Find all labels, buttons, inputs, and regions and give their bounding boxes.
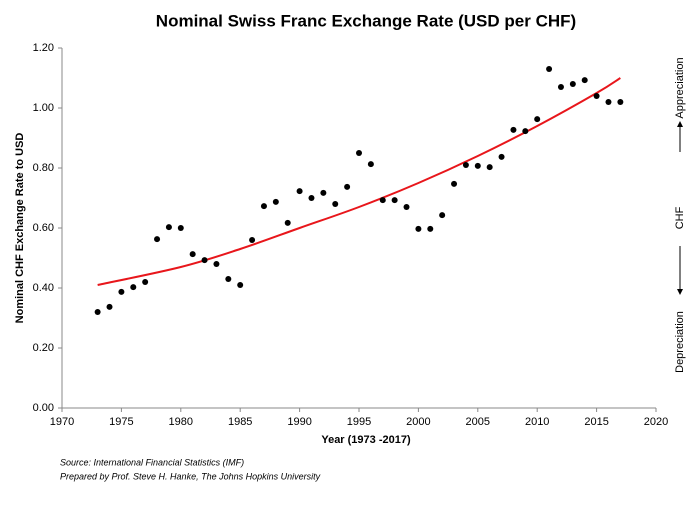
y-tick-label: 0.80 — [33, 162, 54, 174]
data-point — [486, 164, 493, 171]
chart-title: Nominal Swiss Franc Exchange Rate (USD p… — [156, 11, 576, 30]
data-point — [557, 84, 564, 90]
y-tick-label: 0.00 — [33, 402, 54, 414]
data-point — [510, 126, 517, 133]
trend-line — [97, 77, 621, 286]
data-point — [462, 162, 469, 168]
data-point — [177, 225, 184, 231]
x-tick-label: 1990 — [287, 416, 311, 428]
data-point — [379, 197, 386, 204]
data-point — [581, 77, 588, 84]
data-point — [522, 128, 529, 135]
x-tick-label: 2015 — [584, 416, 608, 428]
x-tick-label: 2020 — [644, 416, 668, 428]
data-point — [498, 153, 505, 160]
y-tick-label: 1.20 — [33, 42, 54, 54]
data-point — [593, 93, 600, 99]
y-axis-title: Nominal CHF Exchange Rate to USD — [14, 133, 26, 324]
data-point — [569, 81, 576, 87]
x-tick-label: 2005 — [466, 416, 490, 428]
x-tick-label: 1970 — [50, 416, 74, 428]
source-note: Source: International Financial Statisti… — [60, 457, 244, 467]
data-point — [260, 203, 267, 210]
data-point — [189, 251, 196, 258]
x-tick-label: 1980 — [169, 416, 193, 428]
data-point — [237, 282, 244, 288]
data-point — [142, 279, 149, 285]
y-tick-label: 0.20 — [33, 342, 54, 354]
data-point — [356, 150, 362, 156]
data-point — [284, 219, 291, 226]
data-point — [165, 224, 172, 231]
y-tick-label: 1.00 — [33, 102, 54, 114]
data-point — [439, 212, 446, 219]
data-point — [154, 236, 161, 243]
x-tick-label: 2010 — [525, 416, 549, 428]
data-point — [332, 201, 339, 207]
annotation: Appreciation — [674, 57, 686, 118]
y-tick-label: 0.40 — [33, 282, 54, 294]
data-point — [130, 284, 137, 291]
data-point — [415, 225, 422, 232]
data-point — [225, 276, 232, 282]
data-point — [272, 198, 279, 205]
x-tick-label: 1985 — [228, 416, 252, 428]
data-point — [391, 197, 398, 204]
data-point — [344, 183, 351, 190]
x-axis-title: Year (1973 -2017) — [321, 434, 411, 446]
data-point — [118, 288, 125, 295]
data-point — [617, 99, 624, 105]
data-point — [320, 189, 327, 196]
data-point — [308, 195, 315, 201]
x-tick-label: 1975 — [109, 416, 133, 428]
source-note: Prepared by Prof. Steve H. Hanke, The Jo… — [60, 471, 321, 481]
data-point — [213, 261, 220, 267]
data-point — [546, 66, 553, 72]
data-point — [296, 188, 303, 195]
data-point — [534, 116, 541, 123]
y-tick-label: 0.60 — [33, 222, 54, 234]
annotation: CHF — [674, 206, 686, 229]
data-point — [201, 257, 208, 264]
x-tick-label: 1995 — [347, 416, 371, 428]
data-point — [94, 309, 101, 315]
data-point — [427, 225, 434, 232]
data-point — [403, 204, 410, 210]
data-point — [367, 161, 374, 168]
data-point — [106, 303, 113, 310]
data-point — [451, 180, 458, 187]
data-point — [474, 162, 481, 169]
data-point — [249, 237, 256, 243]
data-point — [605, 99, 612, 105]
x-tick-label: 2000 — [406, 416, 430, 428]
annotation: Depreciation — [674, 311, 686, 373]
